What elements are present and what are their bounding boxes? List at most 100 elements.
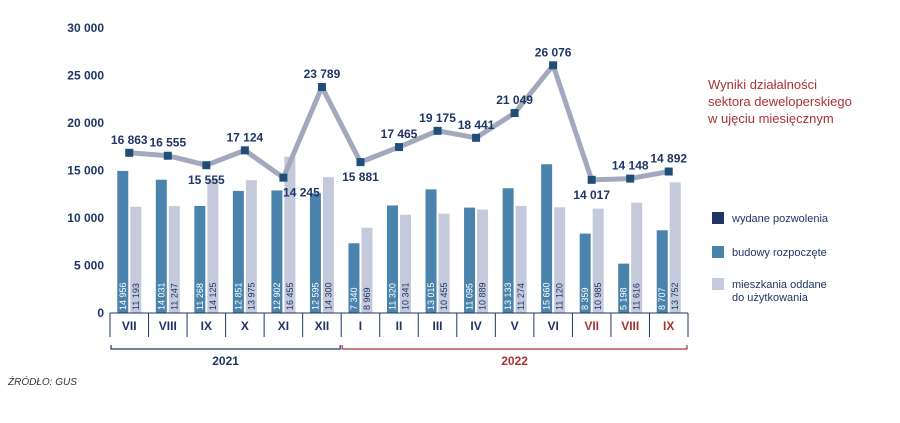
bar-started-label: 5 198 <box>619 287 629 310</box>
y-tick-label: 30 000 <box>67 21 104 35</box>
permits-label: 15 555 <box>188 173 225 187</box>
permits-point <box>510 109 519 118</box>
permits-label: 21 049 <box>496 93 533 107</box>
chart-title-line: w ujęciu miesięcznym <box>708 111 834 126</box>
bar-completed-label: 13 752 <box>670 282 680 310</box>
source-note: ŹRÓDŁO: GUS <box>8 377 77 388</box>
bar-started <box>464 207 476 313</box>
y-axis: 0 5 000 10 000 15 000 20 000 25 000 30 000 <box>67 21 104 320</box>
bar-started-label: 11 095 <box>465 283 475 310</box>
bar-started-label: 11 268 <box>195 283 205 310</box>
bar-completed <box>592 208 604 313</box>
bar-started <box>425 189 437 313</box>
legend-label: budowy rozpoczęte <box>732 247 827 259</box>
year-label: 2021 <box>212 354 239 368</box>
x-tick-label: V <box>511 319 519 333</box>
x-tick-label: XII <box>315 319 330 333</box>
bar-started <box>309 193 321 313</box>
bar-started <box>541 164 553 313</box>
permits-label: 14 892 <box>650 152 687 166</box>
bar-completed <box>477 209 489 313</box>
x-tick-label: IX <box>201 319 212 333</box>
permits-label: 14 245 <box>283 186 320 200</box>
legend-label: mieszkania oddane <box>732 279 827 291</box>
bar-started-label: 8 359 <box>580 287 590 310</box>
bar-started <box>579 233 591 313</box>
bar-completed <box>669 182 681 313</box>
permits-label: 23 789 <box>304 67 341 81</box>
bar-started-label: 13 133 <box>503 282 513 310</box>
y-tick-label: 15 000 <box>67 164 104 178</box>
legend: wydane pozwolenia budowy rozpoczęte mieszk… <box>712 212 829 304</box>
bar-completed-label: 8 969 <box>362 287 372 310</box>
bar-started <box>194 205 206 313</box>
x-tick-label: XI <box>278 319 289 333</box>
bar-completed-label: 10 889 <box>478 282 488 310</box>
bar-completed <box>515 205 527 313</box>
x-tick-label: VIII <box>159 319 177 333</box>
permits-label: 26 076 <box>535 45 572 59</box>
y-tick-label: 5 000 <box>74 259 104 273</box>
bar-completed <box>245 180 257 313</box>
legend-swatch <box>712 212 724 224</box>
bar-started-label: 13 015 <box>426 282 436 310</box>
bars <box>117 156 681 313</box>
bar-labels: 14 956 14 031 11 268 12 851 12 902 12 595 7 34… <box>118 282 680 310</box>
bar-started <box>117 170 129 313</box>
chart-title-line: sektora deweloperskiego <box>708 94 852 109</box>
bar-completed <box>130 206 142 313</box>
permits-point <box>626 174 635 183</box>
x-tick-label: VI <box>547 319 558 333</box>
bar-completed-label: 11 247 <box>169 283 179 310</box>
permits-point <box>664 167 673 176</box>
bar-completed <box>207 178 219 313</box>
permits-label: 14 148 <box>612 159 649 173</box>
bar-started-label: 15 660 <box>542 282 552 310</box>
bar-completed <box>322 177 334 313</box>
bar-completed-label: 16 455 <box>285 282 295 310</box>
bar-started <box>656 230 668 313</box>
permits-label: 17 465 <box>381 127 418 141</box>
bar-started <box>387 205 398 313</box>
bar-started-label: 8 707 <box>657 287 667 310</box>
bar-started <box>618 263 630 313</box>
permits-label: 15 881 <box>342 170 379 184</box>
bar-completed-label: 10 455 <box>439 282 449 310</box>
x-tick-label: X <box>241 319 249 333</box>
bar-started-label: 14 031 <box>156 282 166 310</box>
bar-started <box>271 190 283 313</box>
bar-started-label: 12 902 <box>272 282 282 310</box>
x-tick-label: IX <box>663 319 674 333</box>
bar-started <box>155 179 167 313</box>
permits-point <box>125 148 134 157</box>
legend-label: do użytkowania <box>732 292 809 304</box>
y-tick-label: 25 000 <box>67 69 104 83</box>
bar-started-label: 14 956 <box>118 282 128 310</box>
permits-point <box>395 143 403 152</box>
permits-label: 16 863 <box>111 133 148 147</box>
legend-swatch <box>712 278 724 290</box>
x-tick-label: III <box>433 319 443 333</box>
permits-point <box>317 83 326 92</box>
bar-started <box>232 190 244 313</box>
bar-completed <box>168 206 180 313</box>
permits-point <box>433 126 442 135</box>
bar-completed <box>631 202 643 313</box>
x-tick-label: VII <box>584 319 599 333</box>
bar-completed-label: 11 274 <box>516 283 526 310</box>
bar-completed <box>438 213 450 313</box>
bar-started-label: 12 595 <box>310 282 320 310</box>
bar-completed-label: 14 125 <box>208 282 218 310</box>
permits-label: 16 555 <box>149 136 186 150</box>
bar-completed-label: 10 985 <box>593 282 603 310</box>
permits-label: 14 017 <box>573 188 610 202</box>
bar-completed-label: 10 341 <box>401 282 411 310</box>
bar-started-label: 12 851 <box>233 282 243 310</box>
permits-line: 16 863 16 555 15 555 17 124 14 245 23 789 15 8… <box>111 45 687 202</box>
chart-title: Wyniki działalności sektora deweloperski… <box>708 76 852 127</box>
year-bracket <box>110 345 341 350</box>
x-tick-label: VII <box>122 319 137 333</box>
legend-label: wydane pozwolenia <box>731 213 829 225</box>
chart-title-line: Wyniki działalności <box>708 77 817 92</box>
permits-point <box>549 61 558 70</box>
